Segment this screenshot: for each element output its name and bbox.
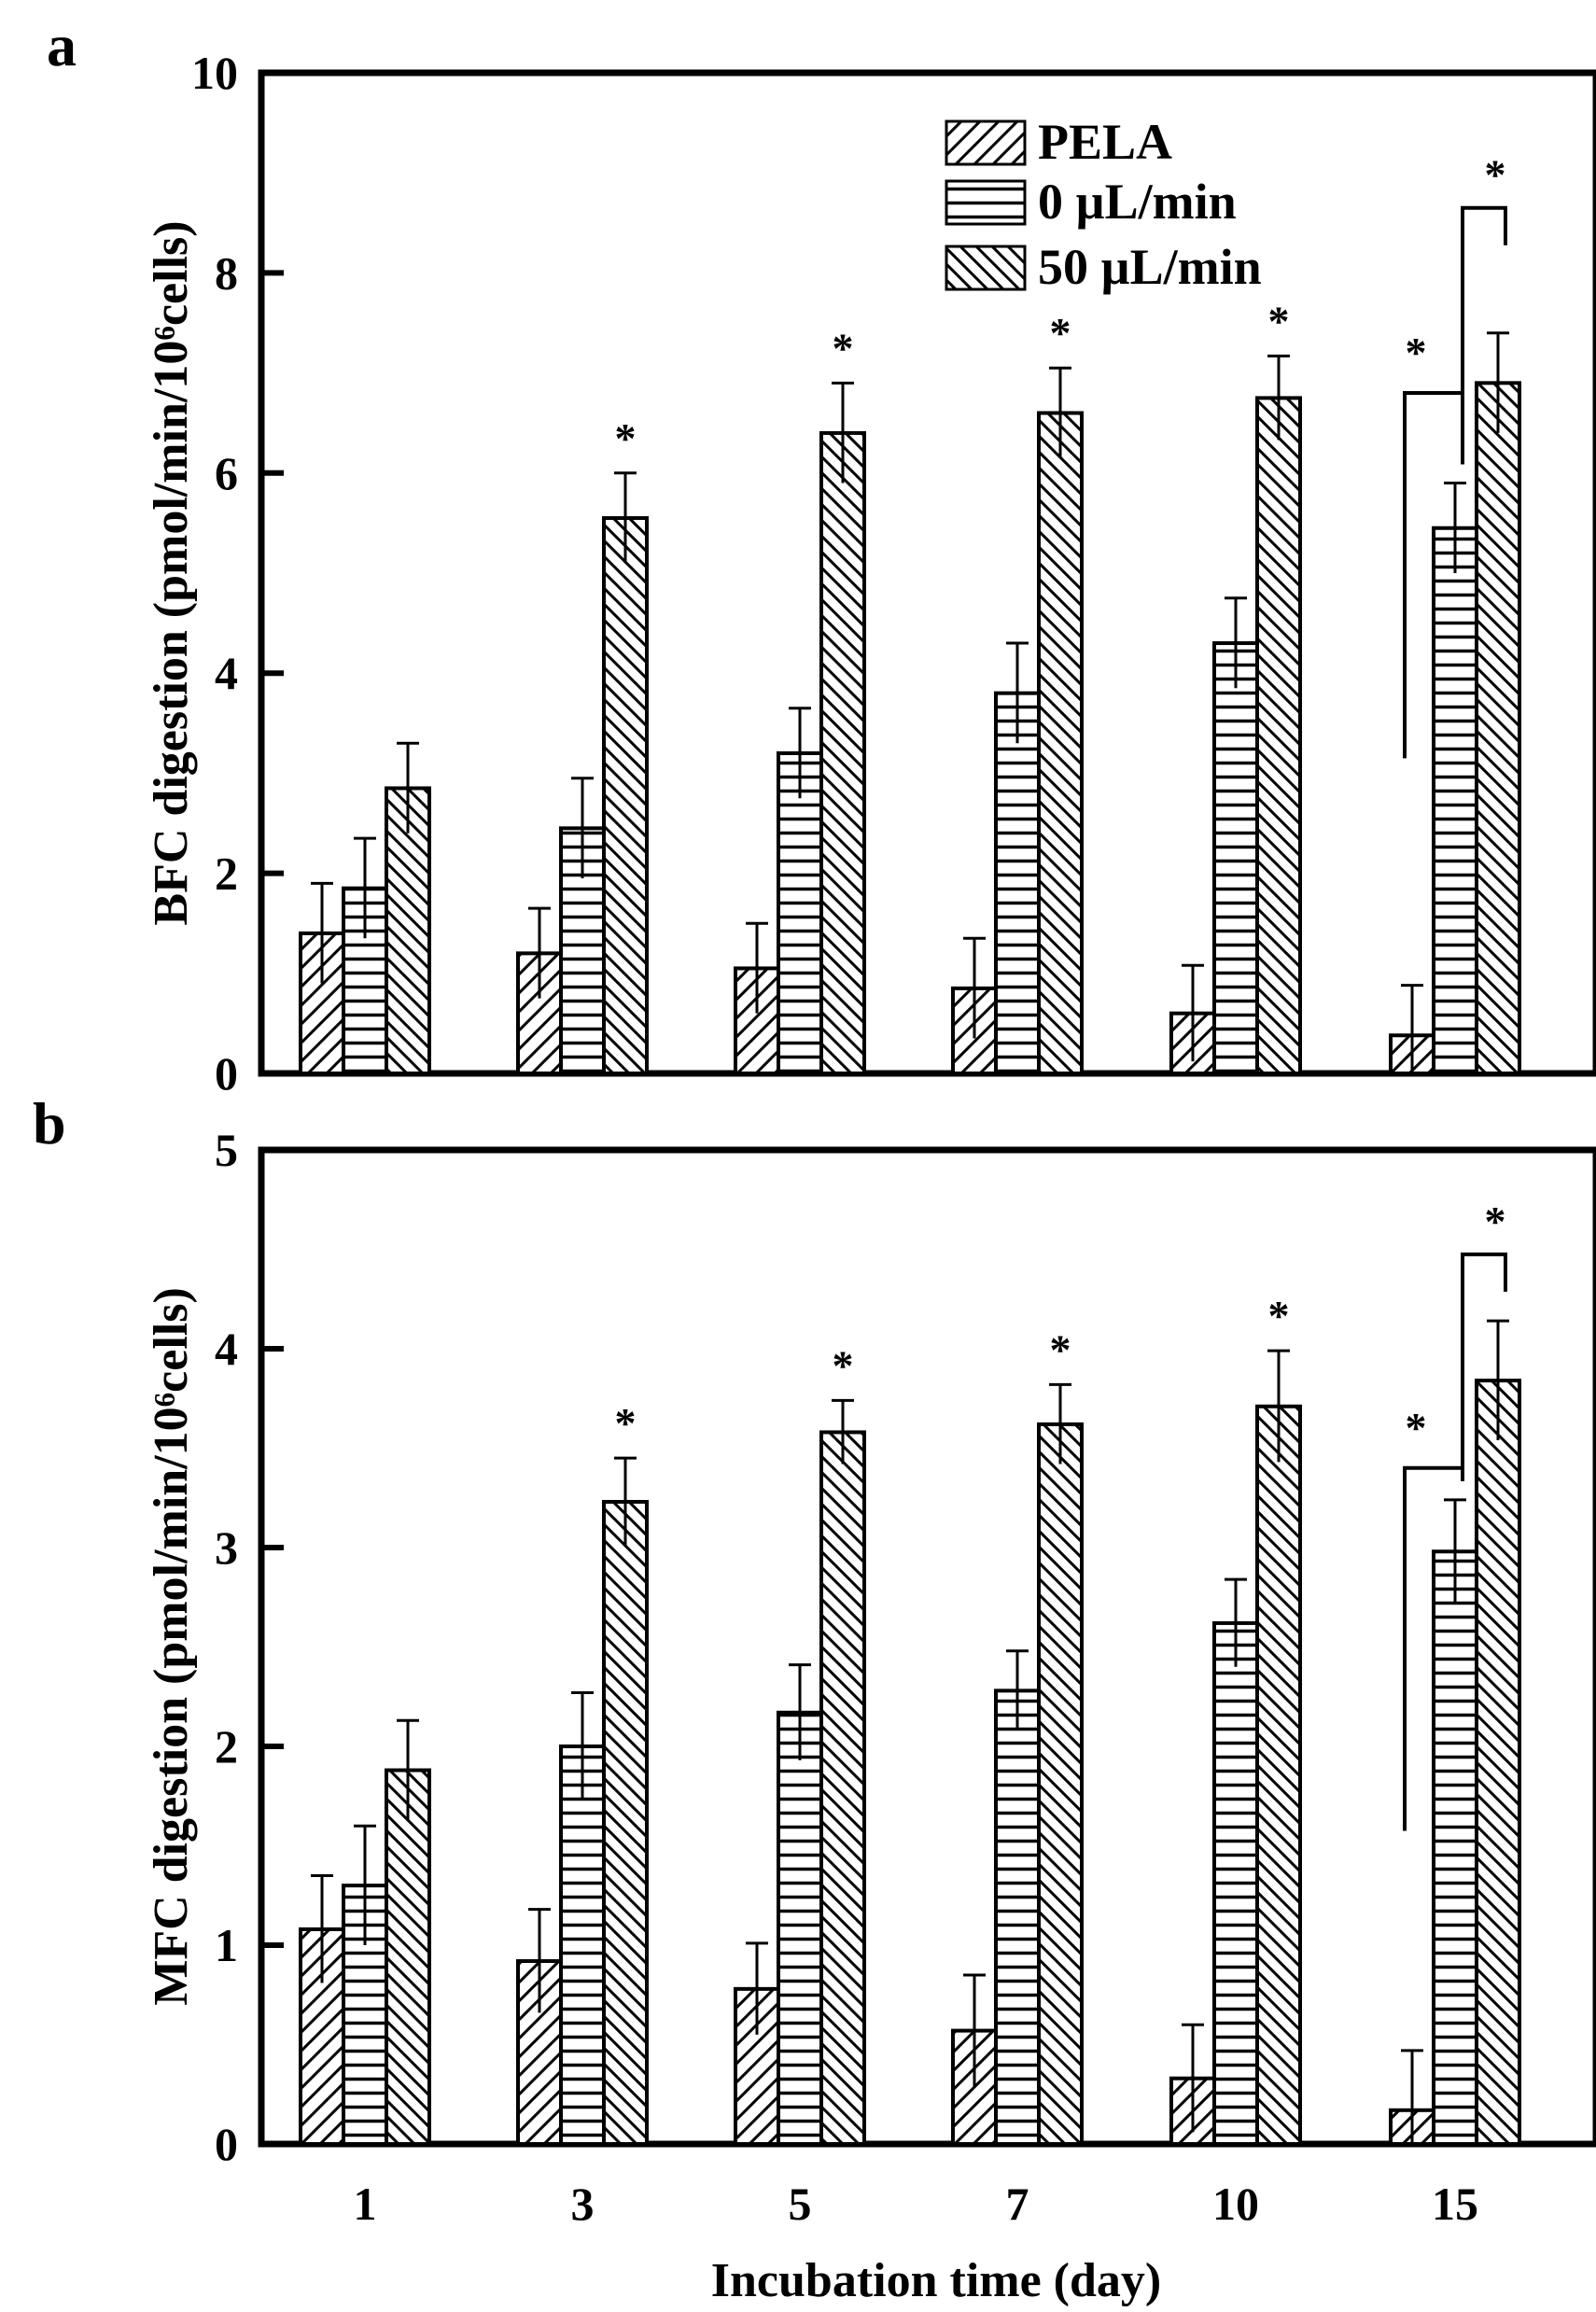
y-tick-label: 5: [215, 1124, 238, 1176]
comparison-bracket: [1461, 1252, 1507, 1468]
bracket-star: *: [1485, 151, 1506, 199]
y-tick-label: 6: [215, 447, 238, 499]
y-tick-label: 2: [215, 1720, 238, 1773]
bar: [994, 691, 1041, 1075]
y-axis-a: 0 2 4 6 8 10: [191, 47, 284, 1100]
bar: [385, 1768, 431, 2147]
y-tick-label: 2: [215, 848, 238, 900]
annotations-a: * * * * * *: [615, 151, 1507, 759]
bar: [1037, 411, 1084, 1076]
y-tick-label: 0: [215, 2118, 238, 2170]
y-tick-label: 4: [215, 1323, 238, 1375]
y-axis-title-b: MFC digestion (pmol/min/10⁶cells): [145, 1287, 198, 2006]
significance-star: *: [615, 1399, 637, 1447]
comparison-bracket: [1403, 391, 1464, 759]
bracket-star: *: [1406, 329, 1427, 376]
y-tick-label: 1: [215, 1919, 238, 1971]
panel-letter-a: a: [47, 12, 77, 78]
significance-star: *: [615, 414, 637, 462]
significance-star: *: [1268, 297, 1290, 344]
legend-label-0ulmin: 0 µL/min: [1038, 174, 1237, 230]
panel-letter-b: b: [33, 1090, 66, 1156]
legend-label-pela: PELA: [1038, 114, 1172, 170]
y-tick-label: 8: [215, 246, 238, 299]
comparison-bracket: [1461, 205, 1507, 394]
y-tick-label: 4: [215, 647, 238, 699]
bar: [1037, 1422, 1084, 2146]
x-tick-label: 1: [354, 2178, 377, 2230]
bracket-star: *: [1485, 1198, 1506, 1245]
x-tick-label: 5: [789, 2178, 812, 2230]
bar: [1432, 525, 1478, 1075]
x-axis: 1 3 5 7 10 15: [354, 2178, 1479, 2230]
panel-a: a 0 2 4 6 8 10 * * * * * * BFC digestion (pmol/min…: [47, 12, 1596, 1100]
significance-star: *: [1050, 1325, 1071, 1373]
bar: [1212, 641, 1259, 1075]
bar: [777, 750, 823, 1076]
plot-frame-b: [258, 1146, 1596, 2148]
bar: [1475, 1379, 1521, 2146]
x-tick-label: 15: [1432, 2178, 1478, 2230]
plot-frame-a: [258, 69, 1596, 1077]
bar: [819, 1430, 866, 2146]
y-axis-b: 0 1 2 3 4 5: [215, 1124, 284, 2170]
bar: [559, 1745, 606, 2146]
legend: PELA 0 µL/min 50 µL/min: [945, 114, 1262, 295]
x-axis-title: Incubation time (day): [711, 2254, 1161, 2307]
y-tick-label: 10: [191, 47, 238, 99]
bar: [1432, 1549, 1478, 2146]
annotations-b: * * * * * *: [615, 1198, 1507, 1831]
comparison-bracket: [1403, 1465, 1464, 1831]
y-tick-label: 0: [215, 1047, 238, 1100]
legend-label-50ulmin: 50 µL/min: [1038, 239, 1262, 295]
bar: [994, 1688, 1041, 2146]
x-tick-label: 10: [1212, 2178, 1259, 2230]
legend-swatch-pela: [945, 119, 1027, 166]
bracket-star: *: [1406, 1404, 1427, 1451]
bar: [602, 516, 649, 1075]
y-tick-label: 3: [215, 1521, 238, 1574]
legend-swatch-0ulmin: [945, 179, 1027, 226]
legend-swatch-50ulmin: [945, 245, 1027, 291]
significance-star: *: [833, 324, 854, 371]
x-tick-label: 7: [1006, 2178, 1029, 2230]
bar: [1255, 1404, 1302, 2146]
bar: [777, 1710, 823, 2147]
bar: [819, 430, 866, 1076]
bar: [734, 966, 780, 1075]
bar: [1255, 396, 1302, 1075]
bar: [1475, 381, 1521, 1075]
significance-star: *: [1050, 309, 1071, 357]
bar: [385, 786, 431, 1075]
y-axis-title-a: BFC digestion (pmol/min/10⁶cells): [145, 220, 198, 925]
significance-star: *: [1268, 1292, 1290, 1339]
panel-b: b 0 1 2 3 4 5 * * * * * * MFC digestion (pmol/min/…: [33, 1090, 1596, 2170]
bar: [602, 1500, 649, 2146]
bar: [1212, 1620, 1259, 2146]
significance-star: *: [833, 1341, 854, 1389]
bars-b: [299, 1319, 1521, 2147]
bars-a: [299, 331, 1521, 1076]
x-tick-label: 3: [571, 2178, 595, 2230]
